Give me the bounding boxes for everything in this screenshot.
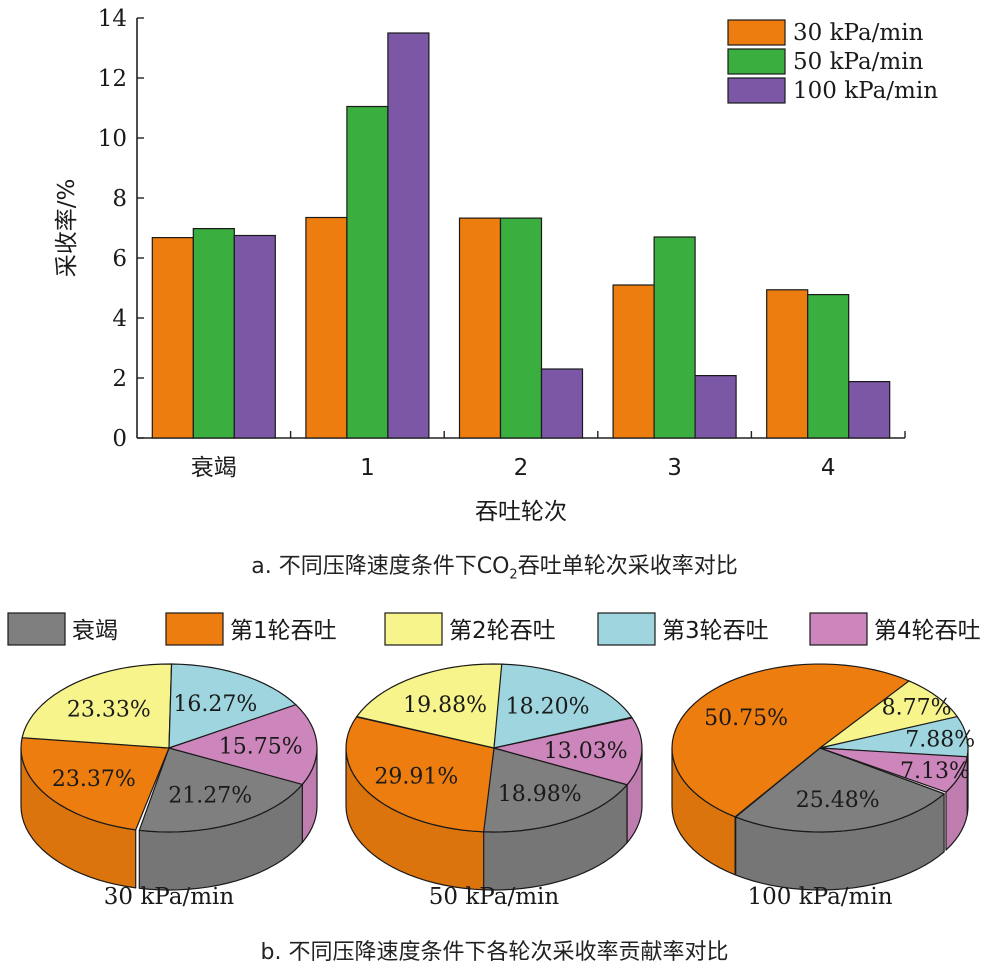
pie-value-label: 16.27% (173, 692, 257, 717)
legend-swatch (165, 612, 224, 646)
pie-slice (168, 704, 318, 786)
pie-value-label: 18.20% (506, 695, 590, 720)
y-tick-label: 6 (112, 246, 127, 272)
x-tick-label: 2 (514, 455, 529, 481)
pie-value-label: 18.98% (498, 782, 582, 807)
bar (807, 294, 850, 439)
bar (499, 217, 543, 439)
y-tick-label: 10 (98, 126, 127, 152)
y-tick-label: 0 (112, 426, 127, 452)
pie-slice (138, 747, 304, 833)
x-tick-label: 3 (667, 455, 682, 481)
legend-swatch (727, 77, 786, 104)
bar (766, 289, 809, 439)
pie-value-label: 15.75% (219, 735, 303, 760)
bar (694, 375, 737, 439)
pie-chart: 衰竭 第1轮吞吐 第2轮吞吐 第3轮吞吐 第4轮吞吐 21.27% 23.37% 23.33%… (7, 612, 981, 910)
pie-slice (168, 663, 298, 749)
y-tick-label: 14 (98, 6, 127, 32)
legend-label: 第3轮吞吐 (662, 618, 769, 644)
pie-value-label: 21.27% (168, 784, 252, 809)
pie-title: 100 kPa/min (747, 884, 892, 910)
pie-value-label: 25.48% (796, 788, 880, 813)
pie-slice (735, 747, 945, 833)
bar (233, 234, 276, 439)
pie-value-label: 23.37% (52, 767, 136, 792)
y-tick-label: 8 (112, 186, 127, 212)
bar (848, 381, 891, 439)
caption-b: b. 不同压降速度条件下各轮次采收率贡献率对比 (260, 940, 729, 965)
legend-swatch (597, 612, 656, 646)
legend-label: 50 kPa/min (793, 49, 924, 75)
bar (458, 217, 502, 439)
pie-2: 18.98% 29.91% 19.88% 18.20% 13.03% (345, 663, 643, 891)
pie-value-label: 19.88% (403, 693, 487, 718)
pie-value-label: 13.03% (544, 739, 628, 764)
pie-slice (482, 747, 628, 833)
legend-swatch (384, 612, 443, 646)
pie-slice (493, 663, 633, 749)
legend-swatch (7, 612, 66, 646)
pie-slice (345, 716, 495, 833)
pie-slice (493, 717, 643, 786)
pie-3: 25.48% 50.75% 8.77% 7.88% 7.13% (671, 663, 975, 891)
legend-label: 第4轮吞吐 (874, 618, 981, 644)
legend-label: 100 kPa/min (793, 78, 938, 104)
pie-value-label: 29.91% (374, 765, 458, 790)
pie-slice (671, 663, 912, 818)
pie-slice (356, 663, 504, 749)
y-axis-title: 采收率/% (54, 179, 80, 278)
pie-slice (20, 736, 170, 831)
caption-a-text: a. 不同压降速度条件下CO (251, 554, 510, 579)
pie-value-label: 7.13% (900, 759, 970, 784)
bar (612, 284, 655, 439)
legend-label: 30 kPa/min (793, 20, 924, 46)
bar (387, 32, 430, 439)
y-tick-label: 12 (98, 66, 127, 92)
pie-slice (819, 747, 968, 793)
legend-swatch (809, 612, 868, 646)
y-tick-label: 4 (112, 306, 127, 332)
y-tick-label: 2 (112, 366, 127, 392)
bar (305, 216, 348, 439)
caption-a-subscript: 2 (509, 567, 518, 583)
pie-value-label: 8.77% (882, 695, 952, 720)
pie-value-label: 7.88% (905, 728, 975, 753)
pie-value-label: 50.75% (704, 706, 788, 731)
legend-label: 第1轮吞吐 (230, 618, 337, 644)
pie-title: 30 kPa/min (104, 884, 235, 910)
x-tick-label: 4 (821, 455, 836, 481)
bar (151, 237, 194, 439)
pie-title: 50 kPa/min (429, 884, 560, 910)
bar (540, 368, 584, 439)
caption-a: a. 不同压降速度条件下CO2吞吐单轮次采收率对比 (0, 548, 989, 582)
bar (653, 236, 696, 439)
caption-a-text-end: 吞吐单轮次采收率对比 (517, 554, 738, 579)
x-axis-title: 吞吐轮次 (475, 499, 567, 525)
x-tick-label: 衰竭 (191, 455, 237, 481)
pie-slice (819, 715, 969, 758)
x-tick-label: 1 (360, 455, 375, 481)
pie-slice (21, 663, 173, 749)
pie-value-label: 23.33% (67, 698, 151, 723)
legend-swatch (727, 19, 786, 46)
pie-slice (819, 680, 959, 749)
bar (192, 228, 235, 439)
legend-label: 第2轮吞吐 (449, 618, 556, 644)
legend-swatch (727, 48, 786, 75)
pie-1: 21.27% 23.37% 23.33% 16.27% 15.75% (20, 663, 318, 891)
legend-label: 衰竭 (72, 618, 118, 644)
bar (346, 105, 389, 439)
